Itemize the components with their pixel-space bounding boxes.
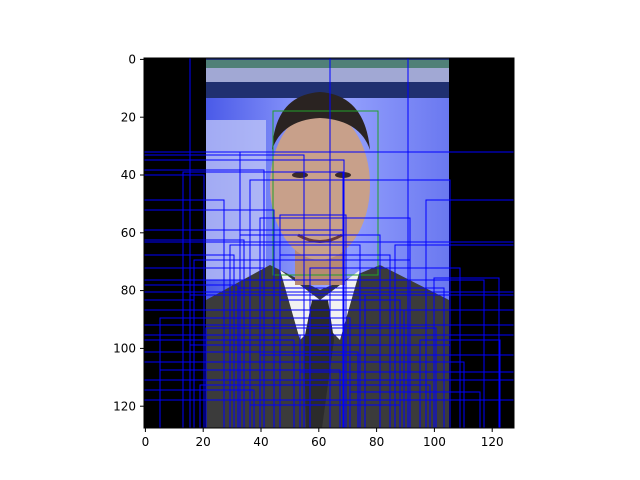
x-tick-label: 20 [196, 435, 211, 449]
photo-ticker-stripe [206, 60, 449, 68]
x-tick-label: 0 [142, 435, 150, 449]
x-tick-label: 120 [481, 435, 504, 449]
ground-truth-box [272, 110, 379, 276]
photo-face [270, 110, 370, 260]
y-tick-label: 60 [121, 226, 136, 240]
y-tick-label: 20 [121, 110, 136, 124]
y-tick-label: 100 [113, 342, 136, 356]
y-tick-label: 120 [113, 399, 136, 413]
x-tick-label: 60 [311, 435, 326, 449]
prediction-boxes [144, 58, 514, 428]
axes-frame [143, 57, 515, 429]
photo-hair [272, 92, 370, 150]
y-tick-label: 0 [128, 53, 136, 67]
y-tick-label: 40 [121, 168, 136, 182]
y-tick-label: 80 [121, 284, 136, 298]
photo-tie [304, 300, 334, 428]
photo-ticker-glow [206, 68, 449, 82]
y-axis: 0 20 40 60 80 100 120 [113, 53, 144, 413]
x-tick-label: 100 [423, 435, 446, 449]
photo-eye-left [292, 172, 308, 178]
x-tick-label: 80 [369, 435, 384, 449]
x-tick-label: 40 [253, 435, 268, 449]
x-axis: 0 20 40 60 80 100 120 [142, 428, 504, 449]
